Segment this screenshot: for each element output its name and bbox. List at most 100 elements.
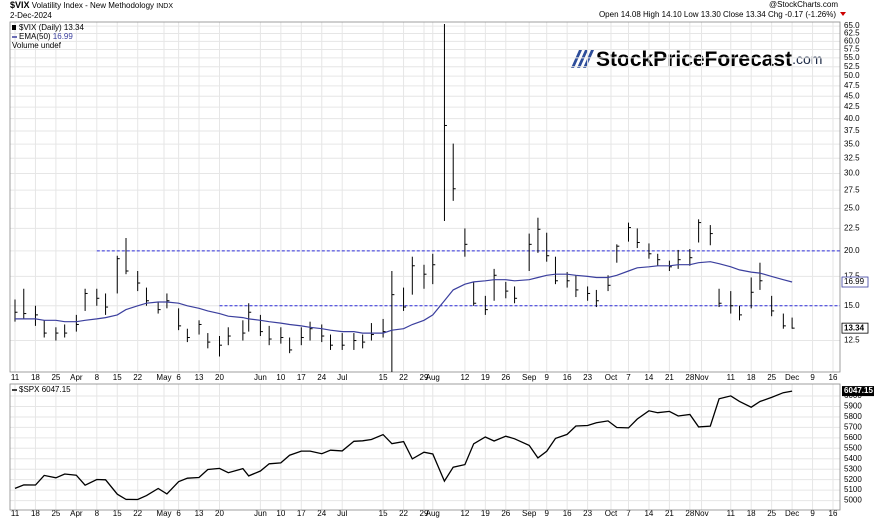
x-tick-label: 11 — [727, 509, 736, 518]
last-value-label: 6047.15 — [844, 386, 873, 395]
ohlc-bar — [248, 303, 252, 332]
ohlc-bar — [657, 253, 661, 266]
x-tick-label: Nov — [694, 373, 708, 382]
ohlc-bar — [341, 333, 345, 350]
ohlc-bar — [64, 324, 68, 338]
x-tick-label: 19 — [481, 509, 490, 518]
ohlc-bar — [514, 286, 518, 304]
ohlc-bar — [411, 256, 415, 295]
ohlc-bar — [207, 333, 211, 349]
x-tick-label: 22 — [399, 509, 408, 518]
x-tick-label: Nov — [694, 509, 708, 518]
x-tick-label: 25 — [767, 509, 776, 518]
ohlc-bar — [464, 228, 468, 257]
x-tick-label: 15 — [379, 373, 388, 382]
y-tick-label: 25.0 — [844, 203, 860, 212]
watermark-suffix: .com — [792, 51, 822, 67]
x-tick-label: Jul — [337, 373, 347, 382]
ohlc-bar — [105, 293, 109, 315]
watermark: StockPriceForecast.com — [569, 48, 822, 71]
ohlc-bar — [23, 288, 27, 319]
x-tick-label: May — [156, 509, 171, 518]
x-tick-label: 29 — [420, 509, 429, 518]
down-arrow — [840, 12, 846, 16]
ohlc-bar — [157, 301, 161, 314]
x-tick-label: 18 — [31, 373, 40, 382]
ohlc-bar — [595, 289, 599, 308]
x-tick-label: 9 — [810, 373, 815, 382]
ohlc-bar — [186, 328, 190, 343]
x-tick-label: 6 — [176, 373, 181, 382]
y-tick-label: 12.5 — [844, 336, 860, 345]
last-value-box — [842, 386, 874, 397]
x-tick-label: 21 — [665, 509, 674, 518]
ohlc-bar — [636, 228, 640, 249]
ohlc-bar — [718, 288, 722, 308]
x-tick-label: 19 — [481, 373, 490, 382]
x-tick-label: 18 — [31, 509, 40, 518]
ohlc-bar — [423, 264, 427, 289]
ohlc-bar — [432, 253, 436, 285]
x-tick-label: Jun — [254, 373, 267, 382]
ohlc-bar — [309, 321, 313, 341]
x-tick-label: 26 — [501, 373, 510, 382]
ohlc-bar — [537, 217, 541, 253]
x-tick-label: 11 — [11, 509, 20, 518]
y-tick-label: 52.5 — [844, 62, 860, 71]
ohlc-bar — [616, 244, 620, 263]
x-tick-label: Sep — [522, 373, 537, 382]
x-tick-label: 8 — [95, 373, 100, 382]
ohlc-bar — [166, 293, 170, 309]
legend-item: $SPX 6047.15 — [19, 385, 71, 394]
ohlc-bar — [771, 295, 775, 317]
x-tick-label: 13 — [195, 373, 204, 382]
x-tick-label: 16 — [563, 509, 572, 518]
x-tick-label: May — [156, 373, 171, 382]
x-tick-label: Dec — [785, 373, 799, 382]
x-tick-label: 15 — [379, 509, 388, 518]
x-tick-label: Jun — [254, 509, 267, 518]
date: 2-Dec-2024 — [10, 11, 52, 20]
ohlc-bar — [791, 317, 795, 329]
ohlc-bar — [280, 327, 284, 344]
x-tick-label: Sep — [522, 509, 537, 518]
last-value-label: 13.34 — [844, 323, 865, 332]
ohlc-bar — [730, 291, 734, 314]
ohlc-bar — [587, 286, 591, 301]
x-tick-label: 17 — [297, 373, 306, 382]
ohlc-bar — [403, 287, 407, 311]
chart-title: $VIX Volatility Index - New Methodology … — [10, 0, 173, 10]
ohlc-bar — [698, 219, 702, 243]
y-tick-label: 27.5 — [844, 185, 860, 194]
ohlc-bar — [84, 288, 88, 311]
y-tick-label: 32.5 — [844, 153, 860, 162]
x-tick-label: Oct — [605, 373, 618, 382]
ema-line — [15, 261, 793, 334]
y-tick-label: 5600 — [844, 433, 862, 442]
ohlc-bar — [268, 325, 272, 346]
y-tick-label: 15.0 — [844, 301, 860, 310]
logo-icon — [571, 50, 594, 68]
ohlc-bar — [55, 327, 59, 341]
exchange: INDX — [156, 3, 173, 10]
x-tick-label: 28 — [685, 373, 694, 382]
y-tick-label: 5000 — [844, 496, 862, 505]
legend-name: EMA(50) — [19, 32, 51, 41]
title: Volatility Index - New Methodology — [32, 1, 154, 10]
x-tick-label: 15 — [113, 509, 122, 518]
x-tick-label: 16 — [829, 509, 838, 518]
x-tick-label: 23 — [583, 373, 592, 382]
x-tick-label: 14 — [644, 373, 653, 382]
ohlc-bar — [759, 262, 763, 290]
last-value-label: 16.99 — [844, 277, 865, 286]
ohlc-bar — [709, 225, 713, 246]
credit: @StockCharts.com — [769, 0, 838, 9]
x-tick-label: 9 — [810, 509, 815, 518]
x-tick-label: 25 — [767, 373, 776, 382]
x-tick-label: Apr — [70, 509, 83, 518]
x-tick-label: 25 — [51, 509, 60, 518]
x-tick-label: 6 — [176, 509, 181, 518]
y-tick-label: 50.0 — [844, 71, 860, 80]
ohlc-bar — [493, 268, 497, 301]
